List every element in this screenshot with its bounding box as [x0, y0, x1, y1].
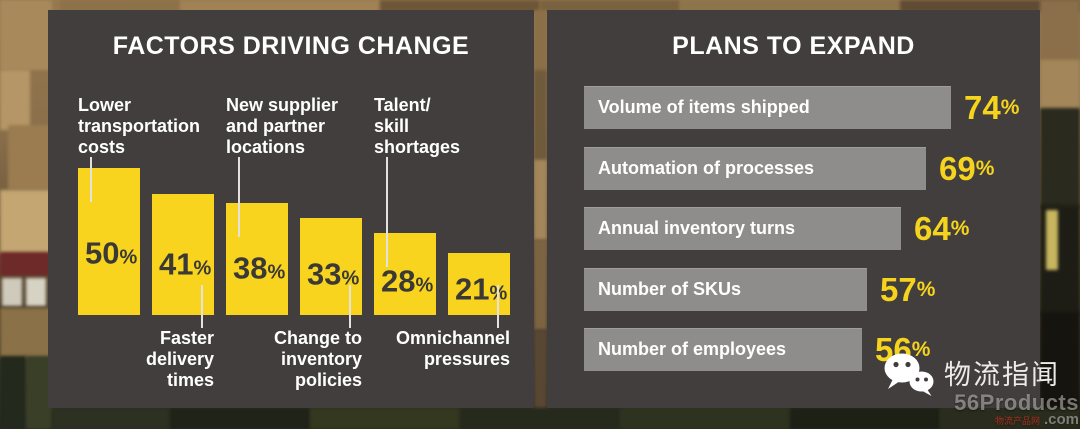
percent-sign: %	[119, 246, 138, 269]
wechat-account-name: 物流指闻	[944, 359, 1060, 391]
factor-value: 21%	[455, 273, 507, 304]
percent-sign: %	[950, 217, 970, 240]
factor-label-below: Omnichannel pressures	[395, 328, 510, 369]
factor-label-above: Lower transportation costs	[78, 95, 201, 157]
factor-label-below: Faster delivery times	[145, 328, 214, 390]
connector-line	[349, 285, 351, 328]
background-box	[790, 408, 940, 429]
plans-bar-list: Volume of items shipped 74% Automation of …	[547, 10, 1040, 408]
percent-sign: %	[975, 157, 995, 180]
background-box	[380, 0, 540, 12]
factor-bar: 28%	[374, 233, 436, 315]
background-box	[170, 408, 310, 429]
factor-label-above: Talent/ skill shortages	[374, 95, 461, 157]
background-box	[180, 0, 380, 12]
background-box	[460, 408, 620, 429]
site-name: 56Products	[954, 390, 1079, 415]
factor-bar: 33%	[300, 218, 362, 315]
background-box	[0, 70, 30, 130]
connector-line	[386, 157, 388, 267]
factor-bar: 38%	[226, 203, 288, 315]
background-box	[534, 240, 547, 330]
percent-sign: %	[415, 274, 434, 297]
percent-sign: %	[911, 338, 931, 361]
background-box	[0, 190, 52, 254]
wechat-icon	[884, 353, 934, 396]
plan-row-percent: 69%	[939, 150, 995, 187]
percent-sign: %	[267, 261, 286, 284]
plan-row-label: Automation of processes	[598, 158, 815, 178]
background-box	[900, 0, 1080, 12]
background-box	[1040, 108, 1080, 208]
site-tld: .com	[1043, 411, 1079, 428]
factor-value: 41%	[159, 246, 212, 282]
background-box	[534, 160, 547, 240]
plan-row-bar: Number of SKUs	[584, 268, 867, 311]
plans-panel: PLANS TO EXPAND Volume of items shipped 7…	[547, 10, 1040, 408]
background-box	[2, 278, 22, 306]
plan-row-label: Number of employees	[598, 339, 787, 359]
site-chinese-name: 物流产品网	[994, 417, 1040, 427]
percent-sign: %	[916, 278, 936, 301]
percent-sign: %	[341, 267, 360, 290]
factor-label-below: Change to inventory policies	[274, 328, 362, 390]
factor-value: 50%	[85, 235, 138, 271]
plan-row-label: Volume of items shipped	[598, 97, 810, 117]
connector-line	[497, 285, 499, 328]
percent-sign: %	[193, 257, 212, 280]
wechat-watermark: 物流指闻	[883, 352, 1060, 398]
background-box	[940, 408, 1080, 429]
factor-label-above: New supplier and partner locations	[226, 95, 339, 157]
background-box	[534, 70, 547, 160]
factor-bar: 21%	[448, 253, 510, 315]
plan-row-percent: 64%	[914, 210, 970, 247]
background-box	[540, 0, 680, 12]
background-box	[0, 356, 26, 429]
factor-value: 38%	[233, 250, 286, 286]
plan-row-bar: Annual inventory turns	[584, 207, 901, 250]
background-box	[60, 0, 180, 12]
background-box	[310, 408, 460, 429]
factor-bar: 41%	[152, 194, 214, 315]
plan-row-bar: Automation of processes	[584, 147, 926, 190]
factor-value: 33%	[307, 256, 360, 292]
background-box	[620, 408, 790, 429]
background-box	[1040, 60, 1080, 110]
background-box	[0, 0, 52, 70]
plan-row-label: Annual inventory turns	[598, 218, 796, 238]
factors-title: FACTORS DRIVING CHANGE	[112, 32, 470, 60]
plans-title: PLANS TO EXPAND	[672, 32, 915, 60]
background-box	[26, 356, 52, 429]
connector-line	[238, 157, 240, 237]
background-box	[1040, 0, 1080, 60]
background-box	[26, 278, 46, 306]
background-box	[52, 408, 172, 429]
background-box	[1046, 210, 1058, 270]
plan-row-label: Number of SKUs	[598, 279, 742, 299]
plan-row-percent: 57%	[880, 271, 936, 308]
factor-bar: 50%	[78, 168, 140, 315]
connector-line	[201, 285, 203, 328]
plan-row-bar: Volume of items shipped	[584, 86, 951, 129]
connector-line	[90, 157, 92, 202]
factors-bar-chart: 50% Lower transportation costs 41% Faster d…	[48, 10, 534, 408]
background-box	[0, 252, 50, 276]
plan-row-percent: 74%	[964, 89, 1020, 126]
background-box	[0, 308, 52, 358]
percent-sign: %	[1000, 96, 1020, 119]
factors-panel: FACTORS DRIVING CHANGE 50% Lower transpor…	[48, 10, 534, 408]
plan-row-bar: Number of employees	[584, 328, 862, 371]
factor-value: 28%	[381, 263, 434, 299]
background-box	[534, 330, 547, 410]
background-box	[8, 125, 52, 190]
site-watermark: 56Products 物流产品网 .com	[954, 390, 1079, 428]
background-box	[534, 10, 547, 70]
background-box	[680, 0, 900, 12]
